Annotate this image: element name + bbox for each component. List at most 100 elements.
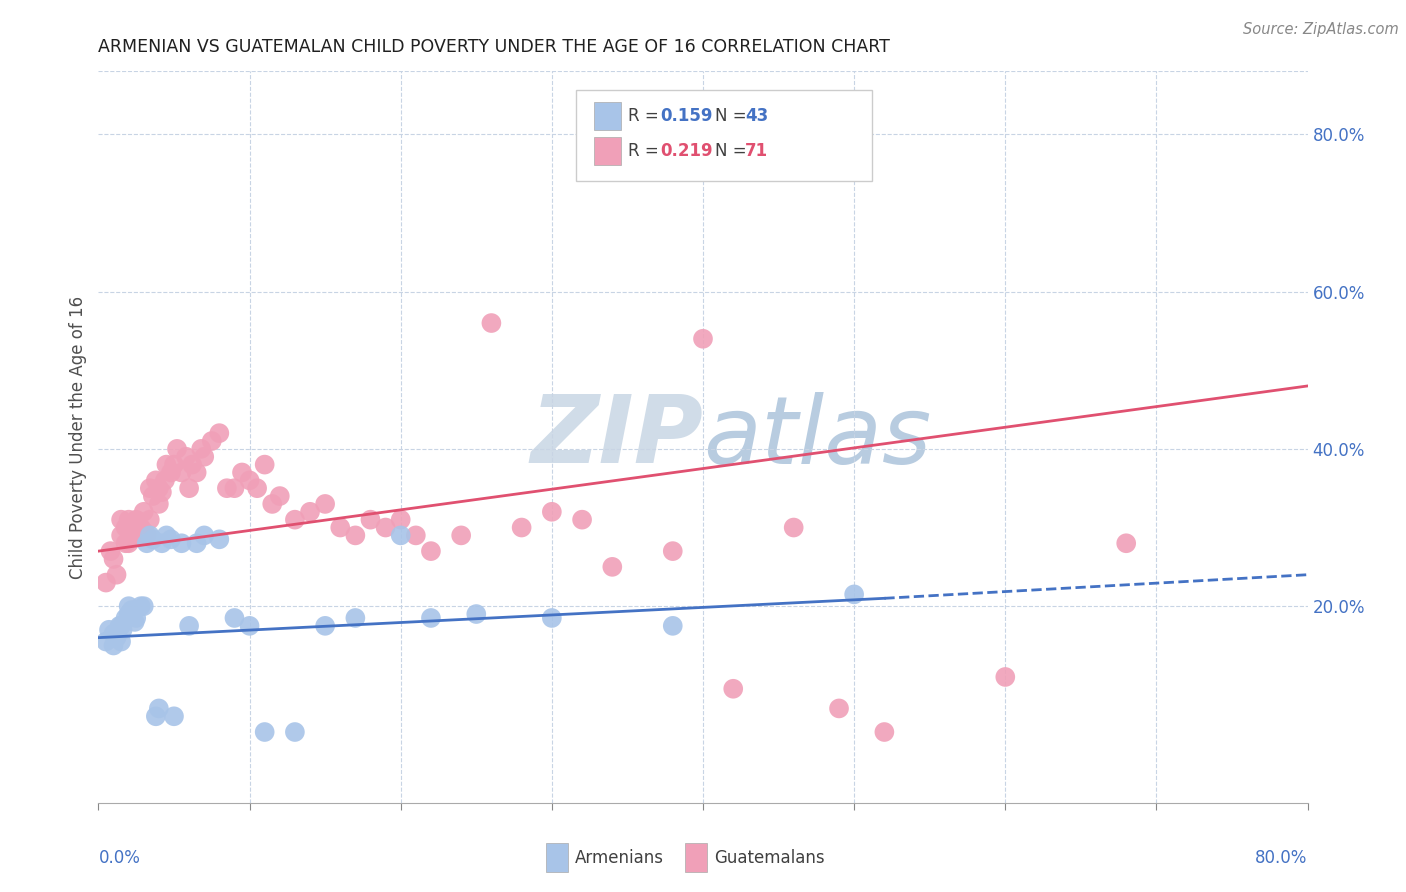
Point <box>193 450 215 464</box>
Point <box>132 505 155 519</box>
Point <box>103 639 125 653</box>
Point <box>103 626 125 640</box>
Text: Guatemalans: Guatemalans <box>714 848 824 867</box>
Point <box>224 611 246 625</box>
Point <box>1115 536 1137 550</box>
Point <box>314 497 336 511</box>
Point <box>420 544 443 558</box>
Point <box>114 520 136 534</box>
Point <box>148 481 170 495</box>
Point <box>125 611 148 625</box>
Point <box>148 701 170 715</box>
Point <box>389 513 412 527</box>
Point <box>540 505 562 519</box>
Point <box>201 434 224 448</box>
Point <box>723 681 745 696</box>
Point <box>344 528 367 542</box>
Text: 0.0%: 0.0% <box>98 848 141 867</box>
Point <box>186 466 208 480</box>
Point <box>166 442 188 456</box>
Point <box>121 603 143 617</box>
Point <box>150 485 173 500</box>
Point <box>155 458 177 472</box>
Point <box>450 528 472 542</box>
Text: ARMENIAN VS GUATEMALAN CHILD POVERTY UNDER THE AGE OF 16 CORRELATION CHART: ARMENIAN VS GUATEMALAN CHILD POVERTY UND… <box>98 38 890 56</box>
Point <box>110 619 132 633</box>
Point <box>124 615 146 629</box>
Point <box>94 634 117 648</box>
Point <box>873 725 896 739</box>
Text: ZIP: ZIP <box>530 391 703 483</box>
Point <box>145 473 167 487</box>
Point <box>783 520 806 534</box>
Bar <box>595 137 621 165</box>
Point <box>160 466 183 480</box>
Point <box>125 513 148 527</box>
Point <box>142 489 165 503</box>
Text: R =: R = <box>628 142 664 160</box>
Text: N =: N = <box>716 107 752 125</box>
Point <box>692 332 714 346</box>
Point <box>239 473 262 487</box>
Bar <box>546 843 568 872</box>
Point <box>121 520 143 534</box>
Point <box>253 725 276 739</box>
Point <box>118 599 141 614</box>
Text: 71: 71 <box>745 142 769 160</box>
Point <box>170 536 193 550</box>
Point <box>571 513 593 527</box>
Point <box>510 520 533 534</box>
Point <box>132 599 155 614</box>
Point <box>246 481 269 495</box>
Point <box>124 524 146 539</box>
Text: 80.0%: 80.0% <box>1256 848 1308 867</box>
Point <box>661 619 683 633</box>
Point <box>284 513 307 527</box>
Point <box>193 528 215 542</box>
Point <box>135 528 157 542</box>
Point <box>329 520 352 534</box>
Point <box>155 528 177 542</box>
Point <box>828 701 851 715</box>
Point <box>142 533 165 547</box>
Point <box>844 587 866 601</box>
Point <box>174 450 197 464</box>
Point <box>224 481 246 495</box>
Y-axis label: Child Poverty Under the Age of 16: Child Poverty Under the Age of 16 <box>69 295 87 579</box>
Point <box>111 623 134 637</box>
Point <box>135 536 157 550</box>
Point <box>420 611 443 625</box>
Point <box>145 709 167 723</box>
Point <box>239 619 262 633</box>
Text: 0.159: 0.159 <box>661 107 713 125</box>
Point <box>344 611 367 625</box>
Point <box>181 458 204 472</box>
Text: 0.219: 0.219 <box>661 142 713 160</box>
Point <box>114 611 136 625</box>
Point <box>374 520 396 534</box>
Point <box>105 631 128 645</box>
Point <box>170 466 193 480</box>
Point <box>114 536 136 550</box>
Text: Armenians: Armenians <box>575 848 664 867</box>
Text: Source: ZipAtlas.com: Source: ZipAtlas.com <box>1243 22 1399 37</box>
Point <box>405 528 427 542</box>
Point <box>262 497 284 511</box>
Text: N =: N = <box>716 142 752 160</box>
Point <box>602 559 624 574</box>
Point <box>190 442 212 456</box>
Point <box>540 611 562 625</box>
Text: R =: R = <box>628 107 664 125</box>
Point <box>148 497 170 511</box>
Point <box>139 528 162 542</box>
Point <box>110 634 132 648</box>
Point <box>139 513 162 527</box>
Point <box>269 489 291 503</box>
Text: atlas: atlas <box>703 392 931 483</box>
Point <box>179 481 201 495</box>
Point <box>314 619 336 633</box>
Point <box>94 575 117 590</box>
Point <box>284 725 307 739</box>
Point <box>118 536 141 550</box>
Point <box>231 466 253 480</box>
